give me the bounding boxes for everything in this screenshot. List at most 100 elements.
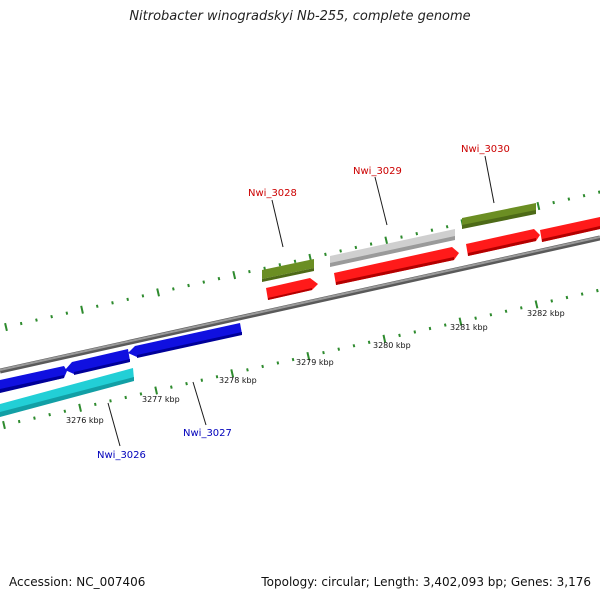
gene-nwi-3029-arrow[interactable] <box>334 247 459 285</box>
minor-tick <box>352 344 356 348</box>
major-tick <box>4 322 8 332</box>
minor-tick <box>293 259 297 264</box>
major-tick <box>384 236 389 245</box>
minor-tick <box>33 416 36 420</box>
grey-feature[interactable] <box>330 229 455 267</box>
minor-tick <box>489 313 493 317</box>
minor-tick <box>550 299 554 303</box>
kbp-label: 3282 kbp <box>527 309 565 318</box>
major-tick <box>78 403 82 412</box>
minor-tick <box>582 193 586 198</box>
gene-reverse-1[interactable] <box>0 366 67 393</box>
minor-tick <box>413 330 417 334</box>
minor-tick <box>261 364 264 369</box>
minor-tick <box>398 333 401 338</box>
minor-tick <box>428 326 432 331</box>
green-feature-1[interactable] <box>262 259 314 282</box>
minor-tick <box>170 385 173 389</box>
minor-tick <box>126 297 129 302</box>
gene-nwi-3030-arrow[interactable] <box>466 229 540 256</box>
major-tick <box>2 420 6 430</box>
major-tick <box>232 270 237 280</box>
gene-label-nwi-3030[interactable]: Nwi_3030 <box>461 144 510 155</box>
minor-tick <box>95 304 99 308</box>
minor-tick <box>565 295 569 300</box>
major-tick <box>80 305 84 314</box>
gene-reverse-3[interactable] <box>128 323 242 358</box>
gene-label-nwi-3028[interactable]: Nwi_3028 <box>248 188 297 199</box>
minor-tick <box>520 306 523 310</box>
minor-tick <box>354 245 358 250</box>
major-tick <box>154 386 158 395</box>
kbp-label: 3276 kbp <box>66 416 104 425</box>
gene-label-nwi-3026[interactable]: Nwi_3026 <box>97 450 146 461</box>
major-tick <box>458 317 463 326</box>
minor-tick <box>367 340 371 345</box>
minor-tick <box>369 242 373 246</box>
kbp-label: 3281 kbp <box>450 323 488 332</box>
minor-tick <box>48 412 51 417</box>
minor-tick <box>552 200 555 205</box>
minor-tick <box>185 381 188 386</box>
minor-tick <box>63 409 67 413</box>
minor-tick <box>187 283 190 288</box>
minor-tick <box>19 321 23 326</box>
minor-tick <box>217 276 221 281</box>
kbp-label: 3280 kbp <box>373 341 411 350</box>
minor-tick <box>215 375 219 379</box>
minor-tick <box>443 323 447 327</box>
accession-text: Accession: NC_007406 <box>9 575 146 589</box>
gene-next-arrow[interactable] <box>540 217 600 242</box>
gene-nwi-3028-arrow[interactable] <box>266 278 318 300</box>
minor-tick <box>94 402 97 407</box>
minor-tick <box>278 263 282 267</box>
major-tick <box>230 369 235 378</box>
minor-tick <box>17 419 21 424</box>
minor-tick <box>35 318 38 322</box>
trna-feature[interactable] <box>0 368 134 417</box>
major-tick <box>534 300 539 309</box>
upper-tick-track <box>4 190 600 332</box>
minor-tick <box>109 399 112 403</box>
major-tick <box>306 351 311 361</box>
major-tick <box>156 288 160 297</box>
minor-tick <box>291 357 295 362</box>
minor-tick <box>50 314 53 319</box>
minor-tick <box>430 228 434 232</box>
minor-tick <box>111 301 114 305</box>
minor-tick <box>337 347 341 351</box>
major-tick <box>536 201 541 211</box>
minor-tick <box>322 350 325 355</box>
minor-tick <box>172 287 175 291</box>
gene-nwi-3030-feature[interactable] <box>462 203 536 229</box>
minor-tick <box>339 249 342 253</box>
minor-tick <box>65 311 69 315</box>
gene-label-nwi-3029[interactable]: Nwi_3029 <box>353 166 402 177</box>
gene-reverse-2[interactable] <box>65 349 130 375</box>
minor-tick <box>124 395 127 400</box>
minor-tick <box>139 392 143 396</box>
label-leaders <box>107 155 495 447</box>
minor-tick <box>141 294 145 298</box>
minor-tick <box>596 288 599 293</box>
minor-tick <box>324 252 327 257</box>
minor-tick <box>567 197 571 201</box>
minor-tick <box>202 280 206 284</box>
genome-backbone <box>0 235 600 374</box>
lower-tick-track <box>2 288 599 430</box>
minor-tick <box>474 316 477 320</box>
kbp-label: 3278 kbp <box>219 376 257 385</box>
genome-summary-text: Topology: circular; Length: 3,402,093 bp… <box>261 575 591 589</box>
minor-tick <box>200 378 204 382</box>
minor-tick <box>276 361 280 365</box>
minor-tick <box>445 225 449 229</box>
minor-tick <box>580 292 584 296</box>
gene-label-nwi-3027[interactable]: Nwi_3027 <box>183 428 232 439</box>
minor-tick <box>504 309 508 313</box>
map-title: Nitrobacter winogradskyi Nb-255, complet… <box>129 9 471 24</box>
minor-tick <box>400 235 403 239</box>
minor-tick <box>415 231 419 236</box>
kbp-label: 3279 kbp <box>296 358 334 367</box>
minor-tick <box>263 266 266 270</box>
